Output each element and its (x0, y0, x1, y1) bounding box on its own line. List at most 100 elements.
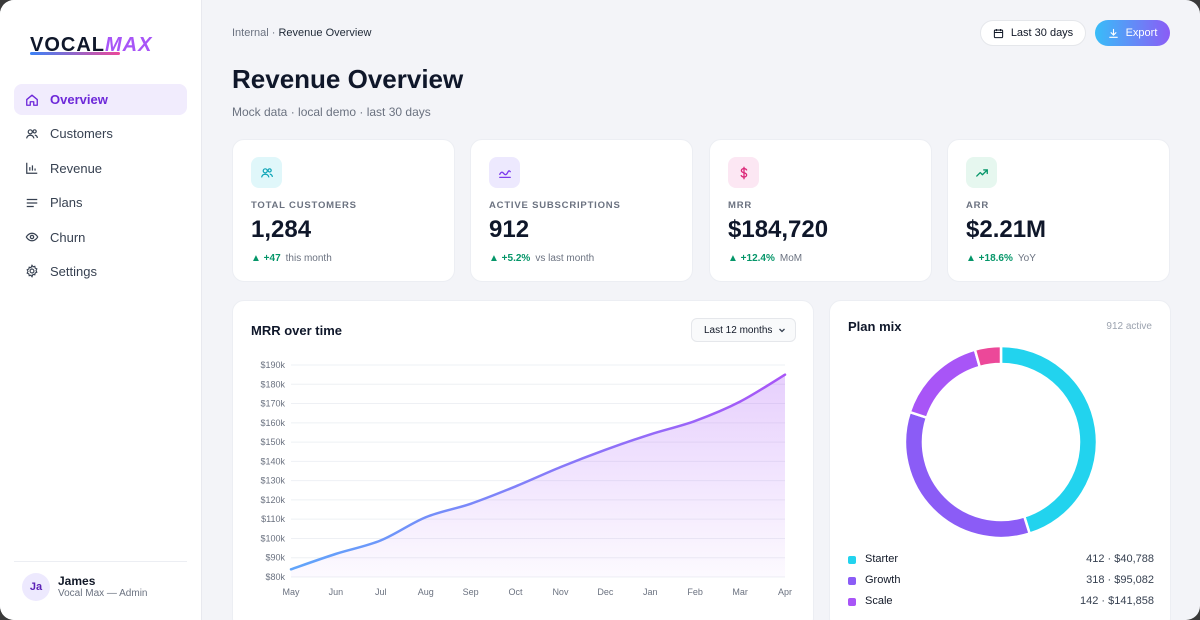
mrr-series-line (289, 373, 787, 571)
kpi-value: 912 (489, 216, 530, 243)
users-icon (25, 127, 39, 141)
y-tick-label: $110k (261, 514, 285, 524)
breadcrumb-current: Revenue Overview (278, 27, 372, 39)
logo-underline (30, 52, 120, 55)
sidebar-item-settings[interactable]: Settings (14, 256, 187, 287)
y-tick-label: $130k (260, 476, 285, 486)
bar-chart-icon (25, 161, 39, 175)
kpi-label: TOTAL CUSTOMERS (251, 200, 357, 211)
sidebar-item-plans[interactable]: Plans (14, 187, 187, 218)
main-content: Internal · Revenue Overview Revenue Over… (202, 0, 1200, 620)
range-select-value: Last 12 months (704, 324, 773, 336)
kpi-delta: ▲ +47 this month (251, 253, 332, 264)
user-role: Vocal Max — Admin (58, 587, 148, 599)
y-tick-label: $140k (260, 456, 285, 466)
donut-slice[interactable] (999, 344, 1099, 536)
legend-item[interactable]: Scale 142 · $141,858 (848, 594, 1154, 615)
logo-text-vocal: VOCAL (30, 34, 105, 56)
date-range-button[interactable]: Last 30 days (980, 20, 1086, 46)
breadcrumb-separator: · (268, 27, 279, 39)
brand-logo[interactable]: VOCALMAX (30, 33, 152, 57)
dollar-icon (728, 157, 759, 188)
legend-name: Growth (865, 574, 901, 586)
mrr-line-chart: $80k $90k $100k $110k $120k $130k $140k $150k $1… (260, 360, 792, 597)
chevron-down-icon (779, 328, 785, 333)
kpi-card-active-subscriptions: ACTIVE SUBSCRIPTIONS 912 ▲ +5.2% vs last … (470, 139, 693, 282)
kpi-delta: ▲ +12.4% MoM (728, 253, 802, 264)
plan-mix-title: Plan mix (848, 319, 902, 334)
sidebar-item-overview[interactable]: Overview (14, 84, 187, 115)
gear-icon (25, 264, 39, 279)
kpi-value: $2.21M (966, 216, 1047, 243)
sidebar-item-churn[interactable]: Churn (14, 222, 187, 253)
donut-slice[interactable] (973, 344, 1003, 369)
page-subtitle: Mock data · local demo · last 30 days (232, 105, 431, 119)
calendar-icon (993, 28, 1003, 38)
legend-item[interactable]: Growth 318 · $95,082 (848, 573, 1154, 594)
avatar: Ja (22, 572, 50, 601)
kpi-delta-note: vs last month (535, 253, 595, 264)
sidebar-item-label: Plans (50, 195, 83, 211)
date-range-label: Last 30 days (1010, 27, 1074, 39)
user-profile[interactable]: Ja James Vocal Max — Admin (14, 561, 187, 611)
y-tick-label: $90k (265, 553, 285, 563)
legend-swatch (848, 577, 856, 585)
plan-mix-donut (903, 344, 1099, 540)
kpi-delta-value: ▲ +18.6% (966, 253, 1013, 264)
kpi-delta-note: YoY (1017, 253, 1036, 264)
eye-icon (25, 230, 39, 244)
x-tick-label: Sep (463, 587, 479, 597)
sidebar-item-label: Revenue (50, 160, 103, 176)
legend-name: Scale (865, 595, 893, 607)
x-tick-label: Mar (732, 587, 748, 597)
users-icon (251, 157, 282, 188)
x-tick-label: Feb (687, 587, 703, 597)
logo-text-max: MAX (105, 34, 153, 56)
download-icon (1108, 28, 1118, 38)
kpi-delta-value: ▲ +47 (251, 253, 281, 264)
kpi-delta-value: ▲ +5.2% (489, 253, 531, 264)
sidebar-item-revenue[interactable]: Revenue (14, 153, 187, 184)
x-tick-label: May (282, 587, 300, 597)
donut-slice[interactable] (903, 410, 1032, 540)
legend-value: 142 · $141,858 (1079, 595, 1154, 607)
page-title: Revenue Overview (232, 64, 464, 94)
x-tick-label: Dec (597, 587, 614, 597)
kpi-delta: ▲ +5.2% vs last month (489, 253, 594, 264)
sidebar-item-label: Overview (50, 92, 108, 107)
user-name: James (58, 573, 96, 588)
legend-item[interactable]: Starter 412 · $40,788 (848, 552, 1154, 573)
sidebar-item-label: Churn (50, 229, 86, 245)
kpi-value: $184,720 (728, 216, 829, 243)
mrr-chart-title: MRR over time (251, 323, 343, 338)
trending-up-icon (966, 157, 997, 188)
kpi-card-arr: ARR $2.21M ▲ +18.6% YoY (947, 139, 1170, 282)
sidebar: VOCALMAX Overview Customers R (0, 0, 202, 620)
x-tick-label: Apr (778, 587, 792, 597)
home-icon (25, 93, 39, 107)
x-tick-label: Jun (329, 587, 344, 597)
legend-value: 318 · $95,082 (1086, 574, 1154, 586)
legend-swatch (848, 598, 856, 606)
kpi-card-mrr: MRR $184,720 ▲ +12.4% MoM (709, 139, 932, 282)
list-icon (25, 196, 39, 210)
kpi-delta: ▲ +18.6% YoY (966, 253, 1036, 264)
y-tick-label: $100k (260, 533, 285, 543)
range-select[interactable]: Last 12 months (691, 318, 796, 342)
y-tick-label: $190k (260, 360, 285, 370)
x-tick-label: Oct (509, 587, 524, 597)
mrr-area (291, 374, 785, 577)
x-tick-label: Nov (552, 587, 569, 597)
legend-value: 412 · $40,788 (1086, 553, 1154, 565)
sidebar-item-customers[interactable]: Customers (14, 118, 187, 149)
sidebar-item-label: Settings (50, 263, 97, 279)
plan-mix-card: Plan mix 912 active Starter 412 · $40,78… (829, 300, 1171, 620)
export-button[interactable]: Export (1095, 20, 1170, 46)
plan-mix-meta: 912 active (1106, 321, 1152, 332)
breadcrumb-root[interactable]: Internal (232, 27, 269, 39)
activity-icon (489, 157, 520, 188)
donut-slice[interactable] (908, 348, 982, 420)
kpi-delta-note: MoM (779, 253, 803, 264)
x-tick-label: Jul (375, 587, 387, 597)
y-tick-label: $80k (265, 572, 285, 582)
